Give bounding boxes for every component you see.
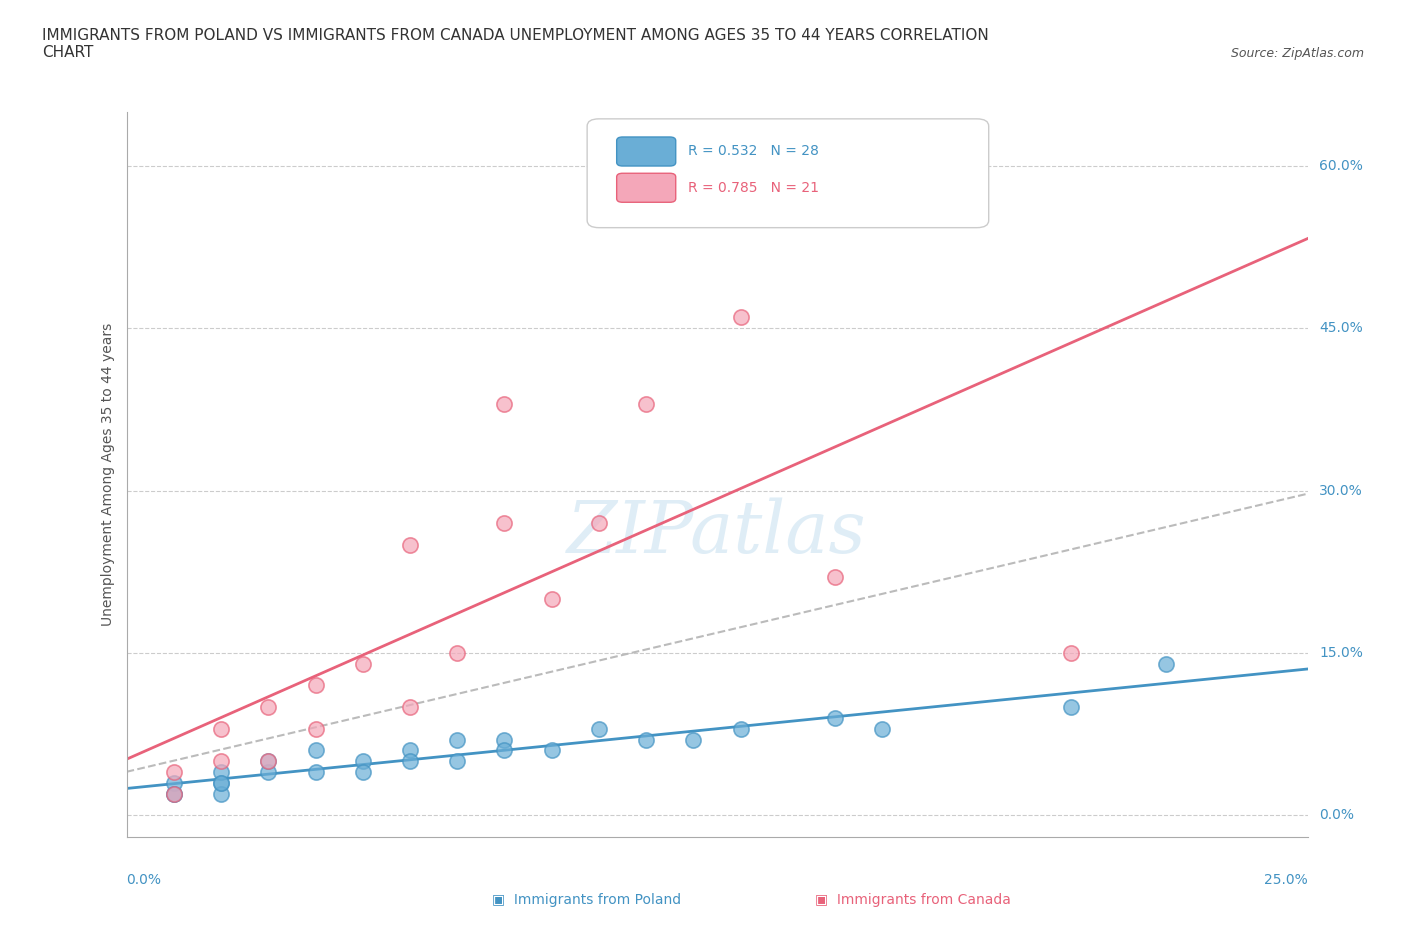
Point xyxy=(918,202,941,217)
Text: 0.0%: 0.0% xyxy=(127,873,162,887)
Point xyxy=(1060,645,1083,660)
Text: 60.0%: 60.0% xyxy=(1319,159,1364,173)
Text: ZIPatlas: ZIPatlas xyxy=(567,497,868,567)
Text: 30.0%: 30.0% xyxy=(1319,484,1364,498)
Point xyxy=(446,645,468,660)
Point xyxy=(730,722,752,737)
Point xyxy=(304,678,326,693)
FancyBboxPatch shape xyxy=(617,173,676,203)
Point xyxy=(163,776,186,790)
Point xyxy=(540,743,562,758)
Point xyxy=(636,396,658,411)
Point xyxy=(1060,699,1083,714)
Point xyxy=(257,764,280,779)
Point xyxy=(636,732,658,747)
Point xyxy=(399,743,422,758)
Point xyxy=(494,515,516,530)
Text: IMMIGRANTS FROM POLAND VS IMMIGRANTS FROM CANADA UNEMPLOYMENT AMONG AGES 35 TO 4: IMMIGRANTS FROM POLAND VS IMMIGRANTS FRO… xyxy=(42,28,988,60)
Point xyxy=(399,538,422,552)
Point xyxy=(824,570,846,585)
Text: 15.0%: 15.0% xyxy=(1319,646,1364,660)
Text: 25.0%: 25.0% xyxy=(1264,873,1308,887)
Point xyxy=(163,764,186,779)
Point xyxy=(824,711,846,725)
Y-axis label: Unemployment Among Ages 35 to 44 years: Unemployment Among Ages 35 to 44 years xyxy=(101,323,115,626)
Point xyxy=(494,743,516,758)
Point xyxy=(494,732,516,747)
Point xyxy=(730,310,752,325)
Point xyxy=(257,699,280,714)
Point xyxy=(494,396,516,411)
Point xyxy=(682,732,704,747)
Point xyxy=(588,515,610,530)
Text: 45.0%: 45.0% xyxy=(1319,321,1364,335)
Point xyxy=(540,591,562,606)
Point xyxy=(446,732,468,747)
Point xyxy=(1154,657,1177,671)
Point xyxy=(352,657,374,671)
Point xyxy=(257,754,280,769)
Text: 0.0%: 0.0% xyxy=(1319,808,1354,822)
Point xyxy=(209,722,232,737)
Point xyxy=(352,764,374,779)
FancyBboxPatch shape xyxy=(588,119,988,228)
Point xyxy=(304,764,326,779)
Text: R = 0.532   N = 28: R = 0.532 N = 28 xyxy=(688,144,818,158)
Point xyxy=(304,743,326,758)
Point xyxy=(446,754,468,769)
Point xyxy=(352,754,374,769)
Point xyxy=(209,786,232,801)
Point xyxy=(399,754,422,769)
Point xyxy=(209,776,232,790)
Text: R = 0.785   N = 21: R = 0.785 N = 21 xyxy=(688,180,818,194)
Point xyxy=(257,754,280,769)
Point xyxy=(304,722,326,737)
Text: ▣  Immigrants from Poland: ▣ Immigrants from Poland xyxy=(492,893,682,907)
Text: Source: ZipAtlas.com: Source: ZipAtlas.com xyxy=(1230,46,1364,60)
Point xyxy=(872,722,894,737)
Point xyxy=(588,722,610,737)
Point xyxy=(209,776,232,790)
Point xyxy=(209,754,232,769)
Point xyxy=(163,786,186,801)
FancyBboxPatch shape xyxy=(617,137,676,166)
Point xyxy=(163,786,186,801)
Point xyxy=(399,699,422,714)
Text: ▣  Immigrants from Canada: ▣ Immigrants from Canada xyxy=(815,893,1011,907)
Point xyxy=(209,764,232,779)
Point xyxy=(163,786,186,801)
